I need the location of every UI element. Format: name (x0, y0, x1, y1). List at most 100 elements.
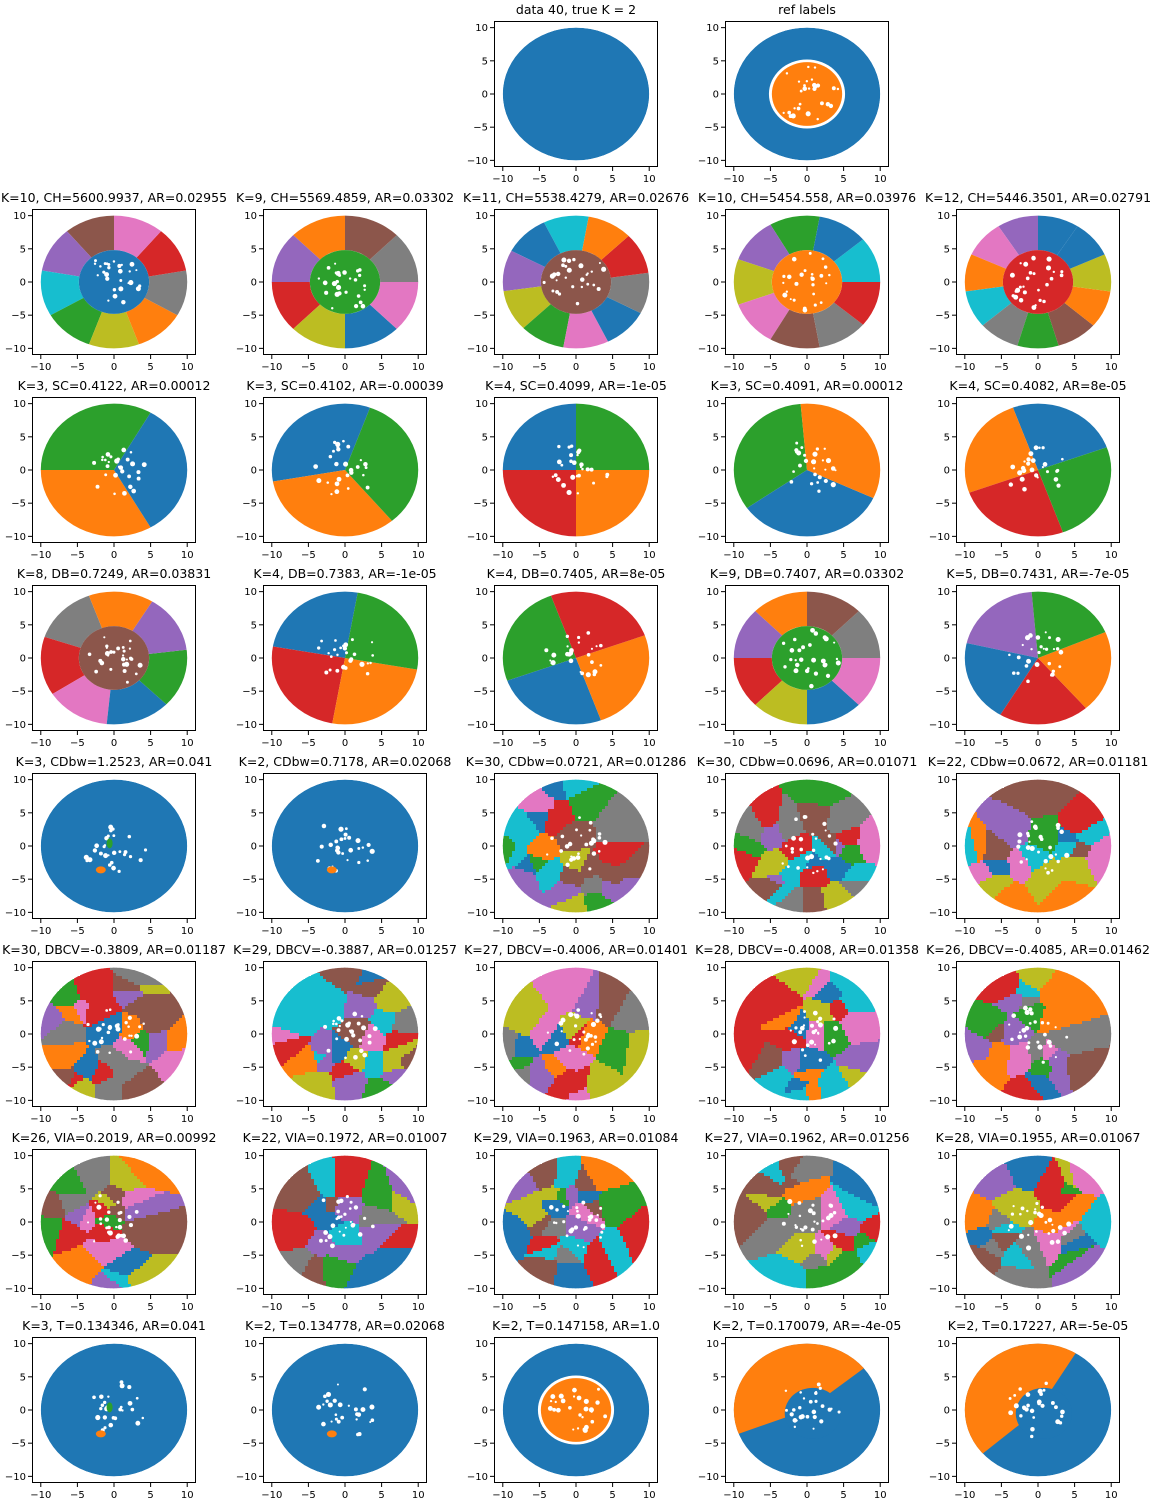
gap-mark (1019, 1414, 1023, 1418)
gap-mark (1019, 476, 1025, 482)
gap-mark (550, 1394, 556, 1399)
gap-mark (791, 835, 796, 841)
cluster-8 (1069, 248, 1112, 294)
gap-mark (562, 1204, 566, 1208)
gap-mark (343, 837, 347, 840)
y-tick-label: 0 (713, 1406, 719, 1417)
gap-mark (568, 1049, 572, 1052)
gap-mark (121, 1409, 124, 1412)
y-tick-label: 10 (475, 1151, 488, 1162)
axes-frame (263, 1149, 427, 1295)
y-tick-label: −10 (467, 1096, 488, 1107)
y-tick-label: 5 (482, 808, 488, 819)
subplot-title: K=3, CDbw=1.2523, AR=0.041 (16, 754, 213, 769)
subplot-title: K=30, CDbw=0.0696, AR=0.01071 (697, 754, 918, 769)
gap-mark (345, 651, 349, 655)
cluster-2 (733, 254, 774, 310)
gap-mark (823, 265, 828, 269)
x-tick-label: −10 (30, 1490, 51, 1501)
gap-mark (810, 272, 814, 276)
gap-mark (798, 463, 802, 468)
gap-mark (821, 257, 825, 261)
y-tick-label: −10 (467, 1472, 488, 1483)
gap-mark (821, 459, 825, 462)
gap-mark (361, 1025, 367, 1031)
gap-mark (352, 1011, 358, 1017)
gap-mark (340, 1019, 344, 1023)
gap-mark (327, 1234, 333, 1240)
x-tick-label: −10 (492, 174, 513, 185)
gap-mark (814, 1399, 818, 1403)
gap-mark (799, 847, 804, 852)
cluster-1 (326, 1430, 337, 1438)
gap-mark (797, 648, 802, 653)
scatter-plot: −10 −5 0 5 10 −10 −5 0 5 10 (698, 961, 889, 1125)
gap-mark (550, 662, 553, 665)
gap-mark (128, 647, 132, 650)
gap-mark (823, 662, 828, 667)
gap-mark (824, 829, 827, 832)
subplot-title: K=8, DB=0.7249, AR=0.03831 (17, 566, 211, 581)
gap-mark (95, 1026, 102, 1032)
gap-mark (319, 1238, 323, 1243)
y-tick-label: 10 (13, 587, 26, 598)
gap-mark (792, 1408, 796, 1412)
scatter-points (964, 1155, 1112, 1289)
gap-mark (1026, 834, 1031, 838)
gap-mark (337, 291, 342, 296)
gap-mark (87, 652, 92, 657)
gap-mark (800, 446, 804, 449)
y-tick-label: 0 (251, 1406, 257, 1417)
subplot-title: K=2, T=0.134778, AR=0.02068 (245, 1318, 445, 1333)
gap-mark (824, 468, 827, 471)
gap-mark (83, 854, 89, 860)
gap-mark (334, 639, 337, 642)
gap-mark (586, 652, 591, 657)
gap-mark (829, 1203, 834, 1208)
gap-mark (107, 1210, 111, 1214)
gap-mark (94, 843, 100, 849)
gap-mark (361, 846, 365, 849)
gap-mark (1019, 1212, 1022, 1216)
y-tick-label: −5 (473, 1439, 488, 1450)
gap-mark (117, 1218, 122, 1223)
cluster-3 (40, 297, 102, 349)
scatter-points (733, 1343, 881, 1477)
gap-mark (347, 1021, 351, 1025)
y-tick-label: 5 (713, 244, 719, 255)
scatter-points (733, 1155, 881, 1289)
gap-mark (363, 461, 368, 467)
x-tick-label: 5 (378, 738, 384, 749)
y-tick-label: 10 (244, 211, 257, 222)
x-tick-label: −10 (30, 1114, 51, 1125)
x-tick-label: 10 (874, 550, 887, 561)
gap-mark (820, 1238, 823, 1241)
scatter-points (271, 967, 419, 1101)
x-tick-label: −10 (954, 1302, 975, 1313)
gap-mark (322, 280, 328, 286)
gap-mark (796, 106, 801, 111)
x-tick-label: 5 (1071, 1302, 1077, 1313)
y-tick-label: 10 (475, 963, 488, 974)
gap-mark (334, 1417, 338, 1421)
gap-mark (567, 841, 573, 847)
gap-mark (344, 290, 348, 294)
gap-mark (136, 470, 141, 475)
gap-mark (327, 651, 330, 655)
gap-mark (542, 280, 546, 285)
gap-mark (1042, 299, 1046, 304)
gap-mark (809, 1023, 814, 1028)
y-tick-label: 10 (475, 587, 488, 598)
gap-mark (102, 1415, 108, 1420)
x-tick-label: −5 (763, 174, 778, 185)
gap-mark (365, 671, 370, 676)
gap-mark (1051, 669, 1056, 673)
y-tick-label: 0 (713, 90, 719, 101)
gap-mark (328, 668, 332, 672)
x-tick-label: −10 (723, 1302, 744, 1313)
y-tick-label: 0 (482, 90, 488, 101)
x-tick-label: 10 (181, 926, 194, 937)
y-tick-label: 5 (713, 56, 719, 67)
axes-frame (263, 397, 427, 543)
x-tick-label: 0 (342, 1302, 348, 1313)
